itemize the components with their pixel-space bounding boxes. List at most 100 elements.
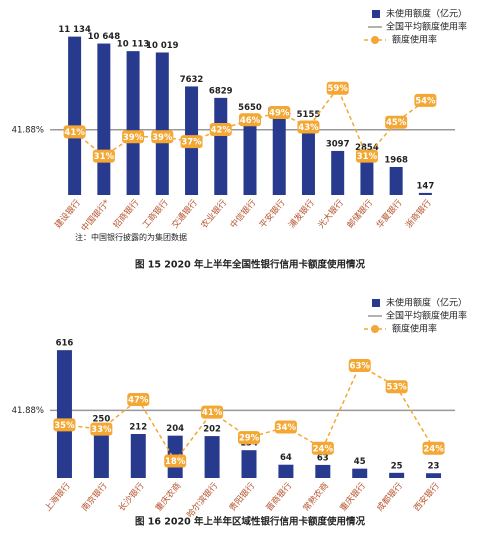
rate-label-box [92,149,115,163]
rate-label-box [297,120,320,134]
category-label: 平安银行 [257,197,288,230]
category-label: 华夏银行 [374,197,405,230]
legend-label: 全国平均额度使用率 [386,310,467,322]
rate-label: 46% [240,116,261,126]
note: 注：中国银行披露的为集团数据 [75,232,187,242]
bar [301,121,315,195]
legend-label: 额度使用率 [392,34,437,46]
rate-label: 29% [239,434,260,444]
category-label: 南京银行 [79,480,110,513]
rate-label-box [63,125,86,139]
category-label: 成都银行 [375,480,406,513]
rate-label-box [355,149,378,163]
rate-label-box [385,380,408,394]
category-label: 中信银行 [228,197,259,230]
bar-label: 616 [56,339,74,349]
bar [126,51,140,196]
category-label: 浦发银行 [286,197,317,230]
category-label: 浙商银行 [403,197,434,230]
bar-label: 2854 [355,143,379,153]
bar-label: 7632 [180,75,204,85]
rate-label: 39% [152,133,173,143]
rate-label-box [385,115,408,129]
bar [204,436,220,478]
bar [331,150,345,195]
rate-label: 18% [165,457,186,467]
category-label: 光大银行 [316,197,347,230]
bar-label: 5650 [238,103,262,113]
bar-label: 25 [391,461,403,471]
rate-label-box [311,441,334,455]
bar-label: 45 [354,457,366,467]
category-label: 农业银行 [199,197,230,230]
legend-swatch [371,325,379,333]
legend-swatch [372,299,380,307]
rate-label-box [268,106,291,119]
bar-label: 63 [317,453,329,463]
rate-label-box [274,420,297,434]
bar-label: 5155 [297,110,321,120]
rate-label: 59% [328,84,349,94]
reference-label: 41.88% [12,125,44,135]
bar-label: 202 [203,425,221,435]
rate-label-box [348,358,371,372]
legend-label: 未使用额度（亿元） [386,297,467,309]
rate-label-box [201,405,224,419]
category-label: 邮储银行 [345,197,376,230]
caption: 图 15 2020 年上半年全国性银行信用卡额度使用情况 [135,259,366,271]
bar-label: 10 113 [117,40,150,50]
category-label: 西安银行 [411,480,442,513]
bar-label: 212 [129,423,147,433]
legend-label: 未使用额度（亿元） [386,8,467,20]
reference-label: 41.88% [12,406,44,416]
bar [243,114,257,195]
rate-label: 53% [386,383,407,393]
bar-label: 204 [166,424,184,434]
rate-label-box [180,135,203,149]
category-label: 重庆农商 [153,480,183,513]
rate-label-box [164,454,187,468]
bar [214,97,228,195]
bar [360,154,374,195]
category-label: 重庆银行 [338,480,369,513]
bar [278,464,294,478]
rate-label: 35% [54,421,75,431]
bar [426,473,442,478]
bar-label: 147 [417,181,435,191]
rate-label: 47% [128,395,149,405]
bar [352,468,368,478]
rate-label-box [238,431,260,445]
bar-label: 1968 [384,156,408,166]
category-label: 中国银行* [79,197,112,233]
bar [241,450,257,478]
rate-label-box [326,81,349,95]
rate-label: 33% [91,425,112,435]
rate-label: 31% [357,152,378,162]
caption: 图 16 2020 年上半年区域性银行信用卡额度使用情况 [135,516,366,528]
bar-label: 64 [280,453,292,463]
category-label: 哈尔滨银行 [185,480,221,520]
bar [155,52,169,196]
category-label: 工商银行 [140,197,171,230]
rate-label: 24% [313,444,334,454]
rate-label: 43% [298,123,319,133]
bar-label: 6829 [209,86,233,96]
rate-label-box [53,418,76,432]
bar-label: 3097 [326,139,350,149]
rate-label: 49% [269,109,290,119]
bar-label: 10 648 [88,32,121,42]
rate-label: 39% [123,133,144,143]
category-label: 常熟农商 [301,480,331,513]
bar [418,192,432,195]
bar [389,167,403,195]
rate-label-box [122,130,145,144]
rate-label-box [239,113,261,127]
rate-label: 37% [181,138,202,148]
rate-label-box [422,441,445,455]
rate-label: 45% [386,118,407,128]
bar [97,43,111,195]
rate-label: 24% [423,444,444,454]
legend-swatch [371,36,379,44]
rate-label: 41% [202,408,223,418]
